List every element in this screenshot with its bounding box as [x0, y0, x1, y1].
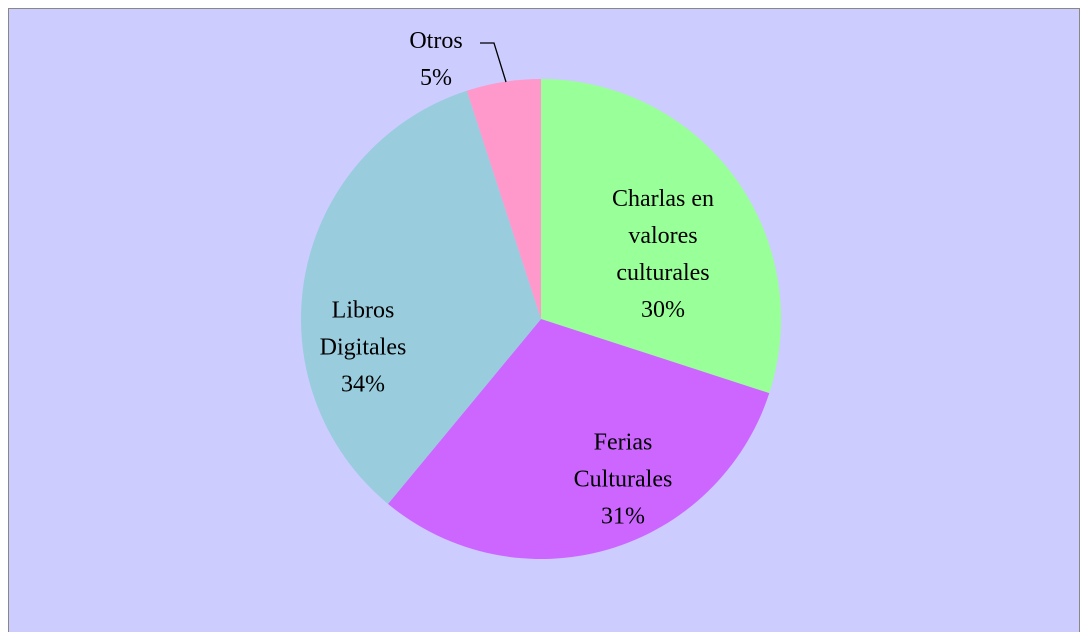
value-label: 30% — [641, 297, 685, 323]
pie-slice — [388, 319, 770, 560]
pie-slice — [541, 79, 781, 394]
value-label: 34% — [341, 371, 385, 398]
pie — [300, 79, 781, 560]
pie-slice — [466, 79, 541, 319]
category-label: Otros — [409, 28, 463, 54]
data-label: Charlas en valores culturales 30% — [583, 181, 743, 329]
value-label: 5% — [420, 65, 452, 91]
category-label: Ferias Culturales — [573, 429, 673, 493]
category-label: Libros Digitales — [319, 297, 407, 361]
data-label: Libros Digitales 34% — [303, 293, 423, 404]
value-label: 31% — [601, 503, 645, 530]
data-label: Ferias Culturales 31% — [553, 425, 693, 536]
category-label: Charlas en valores culturales — [612, 186, 714, 286]
pie-slice — [300, 90, 541, 504]
data-label: Otros 5% — [391, 23, 481, 97]
leader-line — [480, 42, 507, 83]
